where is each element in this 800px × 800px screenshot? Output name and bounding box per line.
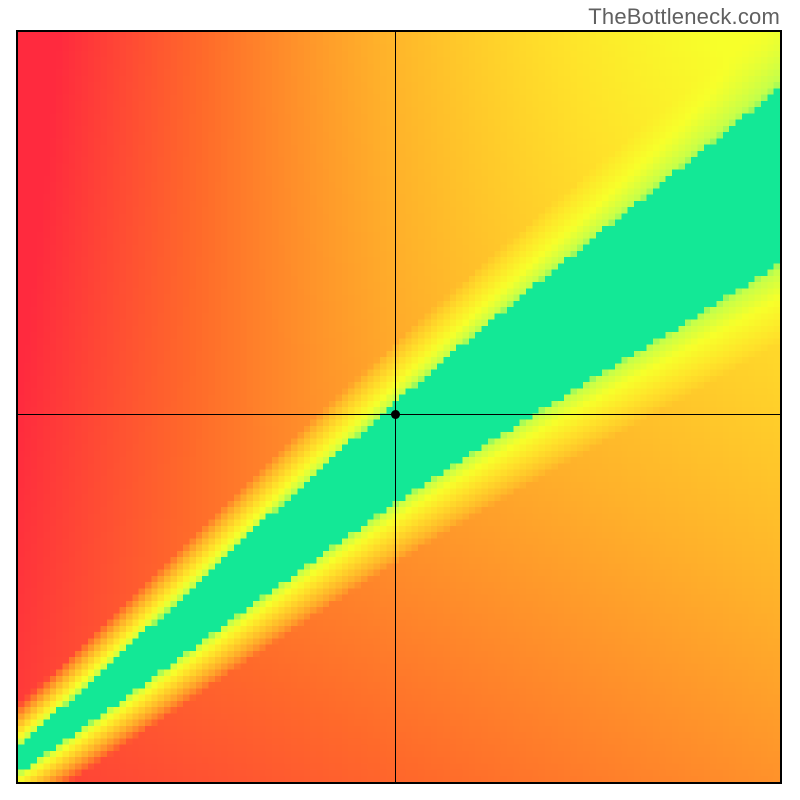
chart-container: TheBottleneck.com (0, 0, 800, 800)
plot-border (16, 30, 782, 784)
watermark-text: TheBottleneck.com (588, 4, 780, 30)
